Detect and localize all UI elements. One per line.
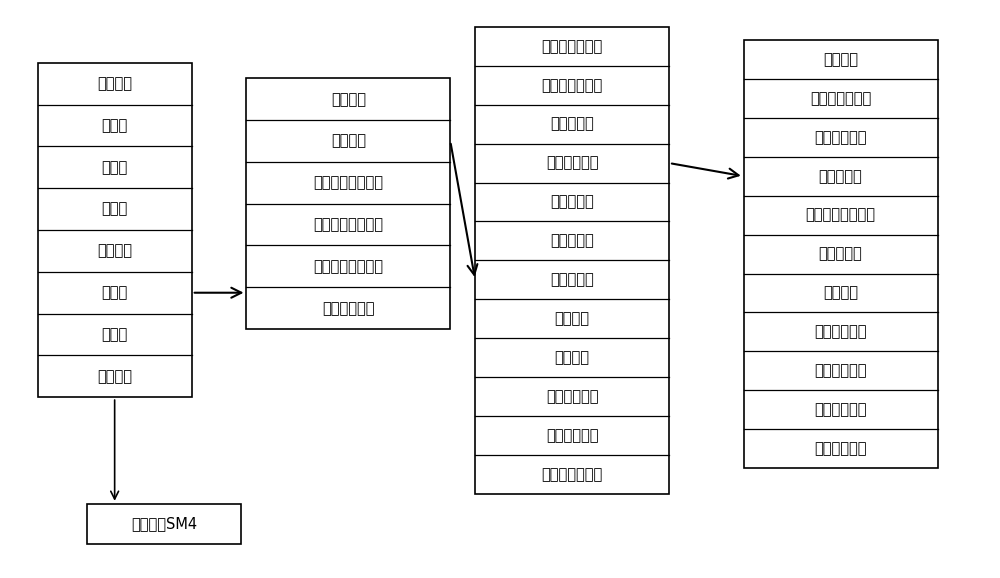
Text: 阀门操作状态: 阀门操作状态 <box>814 364 867 379</box>
Text: 日累计用气量信息: 日累计用气量信息 <box>313 175 383 190</box>
FancyBboxPatch shape <box>38 63 192 397</box>
Text: 网络状态信息: 网络状态信息 <box>322 301 375 316</box>
FancyBboxPatch shape <box>87 503 241 544</box>
Text: 燃气表状态字: 燃气表状态字 <box>546 155 598 171</box>
Text: 磁干扰次数: 磁干扰次数 <box>550 194 594 209</box>
Text: 长度域: 长度域 <box>102 118 128 133</box>
Text: 超声波表状态: 超声波表状态 <box>814 441 867 456</box>
Text: 大流量次数: 大流量次数 <box>550 272 594 287</box>
Text: 主电池电压值: 主电池电压值 <box>546 389 598 404</box>
Text: 计量异常状态: 计量异常状态 <box>814 402 867 417</box>
Text: 累计用气量小数: 累计用气量小数 <box>541 77 603 92</box>
Text: 表安装状态: 表安装状态 <box>819 169 862 184</box>
FancyBboxPatch shape <box>475 27 669 494</box>
Text: 开阀次数: 开阀次数 <box>555 312 590 326</box>
Text: 关阀次数: 关阀次数 <box>555 350 590 365</box>
Text: 厂家自定义代码: 厂家自定义代码 <box>541 467 603 482</box>
Text: 帧头校验: 帧头校验 <box>97 243 132 258</box>
Text: 帧起始符: 帧起始符 <box>97 76 132 91</box>
Text: 基本信息: 基本信息 <box>331 92 366 107</box>
Text: 备用电池电压状态: 备用电池电压状态 <box>806 208 876 223</box>
Text: 数据域: 数据域 <box>102 285 128 300</box>
Text: 控制域: 控制域 <box>102 160 128 175</box>
Text: 初始化状态: 初始化状态 <box>819 247 862 262</box>
Text: 校时状态: 校时状态 <box>823 286 858 301</box>
FancyBboxPatch shape <box>246 79 450 329</box>
FancyBboxPatch shape <box>744 40 938 468</box>
Text: 低电压次数: 低电压次数 <box>550 234 594 249</box>
Text: 主电池电压状态: 主电池电压状态 <box>810 91 871 106</box>
Text: 大流量门限: 大流量门限 <box>550 117 594 132</box>
Text: 流量超限状态: 流量超限状态 <box>814 130 867 145</box>
Text: 国密算法SM4: 国密算法SM4 <box>131 516 197 531</box>
Text: 运行信息: 运行信息 <box>331 134 366 149</box>
Text: 地址域: 地址域 <box>102 202 128 217</box>
Text: 周累计用气量信息: 周累计用气量信息 <box>313 217 383 232</box>
Text: 帧结束符: 帧结束符 <box>97 369 132 384</box>
Text: 模组升级状态: 模组升级状态 <box>814 324 867 339</box>
Text: 通信异常代码: 通信异常代码 <box>546 428 598 443</box>
Text: 月累计用气量信息: 月累计用气量信息 <box>313 259 383 274</box>
Text: 累计用气量整数: 累计用气量整数 <box>541 39 603 54</box>
Text: 校验码: 校验码 <box>102 327 128 342</box>
Text: 阀门状态: 阀门状态 <box>823 52 858 67</box>
